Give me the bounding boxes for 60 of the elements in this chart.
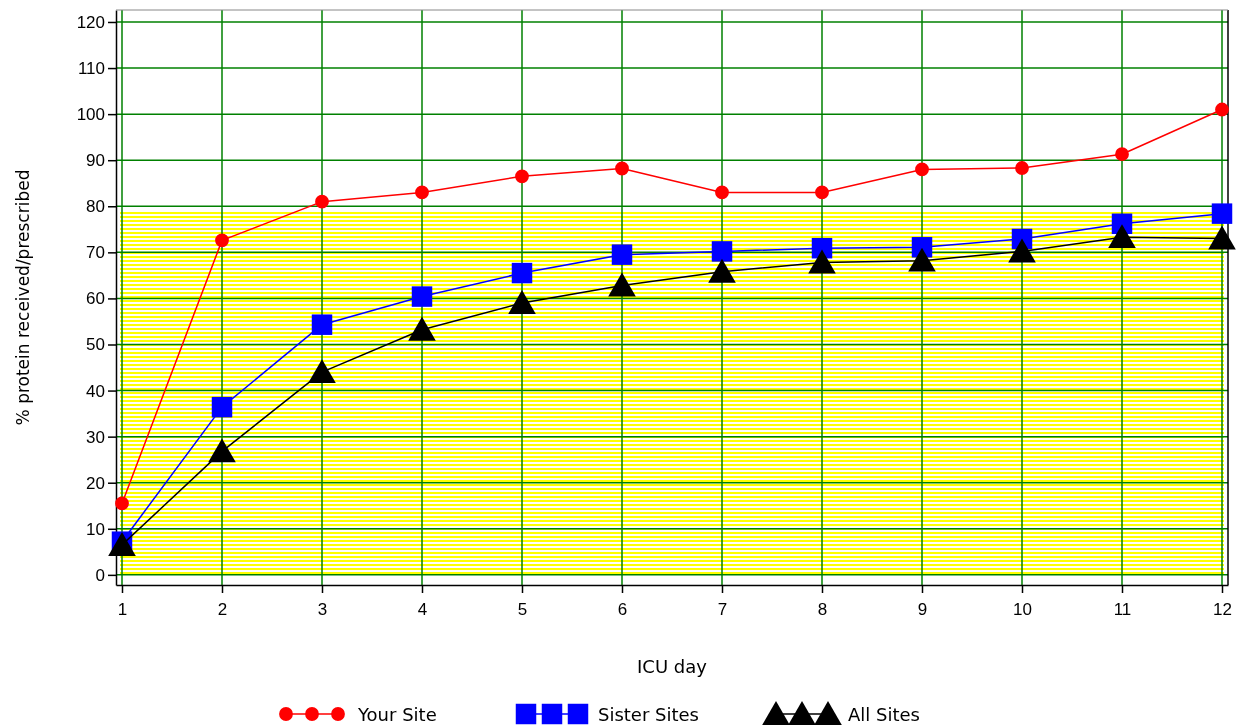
y-tick-label: 10: [86, 519, 105, 539]
y-tick-label: 30: [86, 427, 105, 447]
y-tick-label: 20: [86, 473, 105, 493]
point: [215, 233, 229, 248]
point: [308, 359, 336, 384]
x-tick-label: 4: [417, 599, 428, 619]
x-tick-label: 10: [1013, 599, 1032, 619]
legend-label: Your Site: [357, 704, 437, 725]
x-tick-label: 6: [617, 599, 628, 619]
x-tick-label: 1: [117, 599, 128, 619]
y-tick-label: 60: [86, 289, 105, 309]
point: [1008, 238, 1036, 263]
x-tick-label: 8: [817, 599, 828, 619]
point: [411, 286, 433, 307]
point: [515, 169, 529, 184]
point: [211, 396, 233, 418]
point: [611, 244, 633, 265]
point: [311, 314, 333, 335]
point: [915, 162, 929, 177]
y-tick-label: 80: [86, 197, 105, 217]
x-tick-label: 11: [1113, 599, 1132, 619]
point: [808, 249, 836, 274]
point: [1108, 224, 1136, 249]
point: [208, 438, 236, 463]
x-axis-title: ICU day: [637, 656, 708, 677]
legend-label: All Sites: [848, 704, 920, 725]
x-tick-label: 12: [1213, 599, 1232, 619]
point: [815, 185, 829, 200]
x-tick-label: 3: [317, 599, 328, 619]
y-tick-label: 90: [86, 151, 105, 171]
y-tick-label: 0: [95, 565, 105, 585]
y-tick-label: 50: [86, 335, 105, 355]
legend-label: Sister Sites: [598, 704, 699, 725]
point: [315, 194, 329, 209]
point: [608, 272, 636, 297]
point: [908, 247, 936, 272]
point: [408, 316, 436, 341]
point: [1115, 147, 1129, 162]
point: [115, 496, 129, 511]
x-tick-label: 5: [517, 599, 528, 619]
y-tick-label: 120: [76, 12, 105, 32]
y-tick-label: 100: [76, 105, 105, 125]
x-tick-label: 9: [917, 599, 928, 619]
point: [1215, 102, 1229, 117]
y-tick-label: 70: [86, 243, 105, 263]
point: [511, 262, 533, 284]
point: [508, 290, 536, 314]
point: [715, 185, 729, 200]
point: [711, 241, 733, 262]
y-tick-label: 40: [86, 381, 105, 401]
point: [1211, 203, 1233, 224]
point: [615, 161, 629, 176]
point: [1208, 225, 1236, 250]
point: [415, 185, 429, 200]
y-axis-title: % protein received/prescribed: [13, 169, 33, 426]
y-tick-label: 110: [77, 58, 105, 78]
x-tick-label: 2: [217, 599, 228, 619]
point: [1015, 161, 1029, 175]
point: [708, 258, 736, 283]
x-tick-label: 7: [717, 599, 728, 619]
